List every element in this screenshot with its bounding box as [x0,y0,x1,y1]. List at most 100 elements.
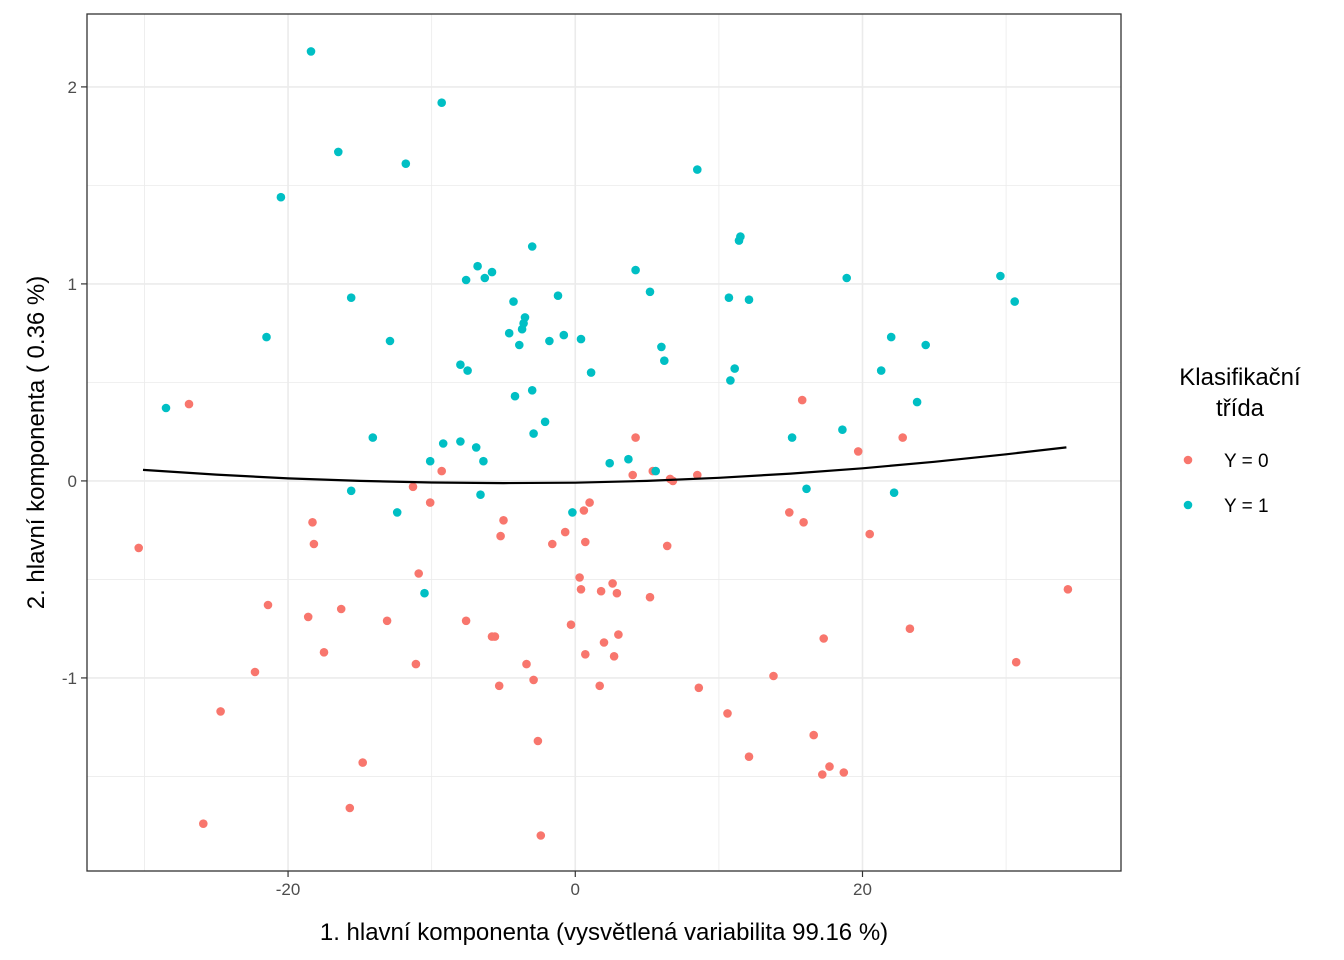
data-point-y1 [463,366,472,375]
data-point-y1 [438,439,448,448]
data-point-y1 [724,293,734,303]
data-point-y0 [522,659,531,669]
data-point-y0 [309,539,319,549]
data-point-y0 [585,498,594,507]
data-point-y0 [529,675,538,685]
data-point-y0 [819,634,828,643]
data-point-y1 [334,147,343,157]
data-point-y1 [842,273,851,283]
data-point-y1 [420,588,429,598]
data-point-y0 [336,604,346,614]
data-point-y1 [346,293,356,303]
data-point-y1 [660,356,669,366]
data-point-y0 [579,506,589,515]
data-point-y1 [368,433,378,442]
data-point-y1 [787,433,797,442]
data-point-y0 [631,433,640,442]
data-point-y1 [520,313,530,322]
legend: Klasifikační třída Y = 0 Y = 1 [1179,364,1301,517]
data-point-y0 [358,758,368,767]
data-point-y1 [401,159,411,168]
data-point-y1 [996,271,1005,281]
y-tick-label: 0 [68,472,77,491]
data-point-y1 [838,425,847,435]
legend-label-y0: Y = 0 [1224,451,1269,472]
data-point-y1 [802,484,811,494]
data-point-y0 [645,592,655,602]
data-point-y1 [540,417,550,427]
legend-key-y0 [1183,455,1193,465]
data-point-y1 [456,360,465,370]
legend-key-y1 [1183,500,1193,510]
data-point-y1 [473,261,482,271]
data-point-y1 [744,295,754,305]
data-point-y1 [576,334,586,344]
data-point-y0 [411,659,421,669]
plot-area [86,13,1122,872]
axes: 1. hlavní komponenta (vysvětlená variabi… [23,78,888,946]
data-point-y0 [612,588,622,598]
data-point-y0 [303,612,313,622]
data-point-y0 [533,736,543,746]
data-point-y0 [818,770,827,779]
data-point-y1 [262,332,271,342]
data-point-y1 [510,391,520,401]
data-point-y1 [1010,297,1019,306]
data-point-y1 [161,403,171,413]
data-point-y0 [308,518,317,527]
data-point-y0 [785,508,794,517]
data-point-y1 [657,342,666,352]
data-point-y1 [651,466,660,476]
data-point-y0 [609,652,619,661]
legend-label-y1: Y = 1 [1224,496,1269,517]
data-point-y0 [595,681,604,691]
data-point-y0 [499,516,508,525]
data-point-y0 [184,399,194,409]
data-point-y0 [769,671,778,681]
data-point-y1 [476,490,485,500]
data-point-y1 [487,267,497,277]
data-point-y1 [568,508,577,517]
data-point-y0 [382,616,392,626]
data-point-y0 [825,762,834,771]
data-point-y0 [694,683,704,693]
data-point-y1 [736,232,745,241]
x-tick-label: -20 [276,880,301,899]
data-point-y0 [797,395,807,405]
data-point-y0 [134,543,143,553]
data-point-y1 [730,364,739,373]
data-point-y0 [425,498,435,507]
data-point-y1 [527,242,537,251]
data-point-y0 [199,819,208,828]
data-point-y0 [662,541,672,551]
data-point-y1 [504,328,514,338]
data-point-y1 [624,454,633,464]
data-point-y1 [509,297,518,306]
x-axis-title: 1. hlavní komponenta (vysvětlená variabi… [320,919,888,946]
y-tick-label: -1 [62,669,77,688]
data-point-y0 [414,569,424,578]
y-axis-title: 2. hlavní komponenta ( 0.36 %) [23,276,50,610]
data-point-y1 [559,330,569,340]
x-tick-label: 20 [853,880,872,899]
data-point-y1 [479,456,488,466]
data-point-y0 [263,600,273,610]
data-point-y0 [250,667,260,677]
data-point-y0 [319,648,329,657]
data-point-y0 [596,586,606,596]
data-point-y0 [461,616,471,626]
legend-title-line-2: třída [1216,395,1265,422]
data-point-y1 [471,443,481,452]
x-tick-label: 0 [571,880,580,899]
data-point-y0 [494,681,504,691]
data-point-y0 [345,803,355,813]
data-point-y0 [548,539,557,549]
data-point-y0 [744,752,754,761]
data-point-y1 [346,486,356,496]
data-point-y0 [216,707,225,716]
data-point-y0 [693,470,702,480]
data-point-y1 [392,508,402,517]
data-point-y1 [586,368,596,377]
data-point-y1 [553,291,563,301]
data-point-y1 [385,336,395,346]
